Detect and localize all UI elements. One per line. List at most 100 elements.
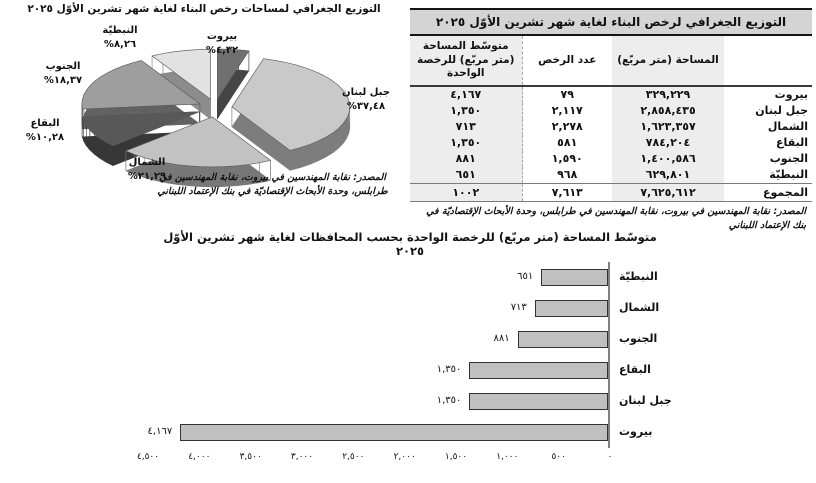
pie-chart-section: التوزيع الجغرافي لمساحات رخص البناء لغاي… <box>0 0 408 232</box>
pie-label-value: ١٠,٢٨% <box>25 131 65 143</box>
table-cell: ١,٤٠٠,٥٨٦ <box>612 150 724 167</box>
x-axis-tick-label: ٠ <box>607 451 613 462</box>
col-header-average: متوسّط المساحة (متر مربّع) للرخصة الواحد… <box>410 35 523 87</box>
table-cell: البقاع <box>776 136 808 150</box>
table-cell: ٩٦٨ <box>557 168 578 182</box>
pie-slice <box>81 60 201 110</box>
table-cell: الجنوب <box>769 152 808 166</box>
bar-track: ٦٥١ <box>130 261 610 293</box>
pie-slice <box>231 58 351 151</box>
x-axis-tick-label: ٣,٥٠٠ <box>239 451 262 462</box>
pie-source-note: المصدر: نقابة المهندسين في بيروت، نقابة … <box>157 172 388 197</box>
pie-chart-svg <box>81 48 351 188</box>
pie-label-bekaa: البقاع ١٠,٢٨% <box>5 117 85 144</box>
table-source-note: المصدر: نقابة المهندسين في بيروت، نقابة … <box>426 205 806 231</box>
table-cell: النبطيّة <box>769 168 808 182</box>
bar-track: ٨٨١ <box>130 323 610 355</box>
table-cell: ٥٨١ <box>557 136 578 150</box>
pie-label-value: ٨,٢٦% <box>103 38 137 50</box>
x-axis-tick-label: ٢,٠٠٠ <box>393 451 416 462</box>
permits-table: التوزيع الجغرافي لرخص البناء لغاية شهر ت… <box>410 8 812 202</box>
bar-row: ٨٨١ الجنوب <box>130 323 690 355</box>
total-label: المجموع <box>724 182 812 202</box>
table-cell: ١,٣٥٠ <box>410 134 523 151</box>
table-cell: ٣٢٩,٢٢٩ <box>612 85 724 103</box>
x-axis-tick-label: ١,٠٠٠ <box>496 451 519 462</box>
bar-value-label: ٦٥١ <box>517 270 534 282</box>
bar-chart-title-line1: متوسّط المساحة (متر مربّع) للرخصة الواحد… <box>163 230 657 244</box>
table-row: الشمال ١,٦٢٣,٣٥٧ ٢,٢٧٨ ٧١٣ <box>410 118 812 135</box>
table-cell: ٤,١٦٧ <box>410 85 523 103</box>
pie-slice <box>125 116 272 168</box>
bar <box>534 299 608 317</box>
table-cell: ١,٣٥٠ <box>410 102 523 119</box>
bar-track: ٧١٣ <box>130 292 610 324</box>
table-title: التوزيع الجغرافي لرخص البناء لغاية شهر ت… <box>410 8 812 36</box>
pie-label-south: الجنوب ١٨,٣٧% <box>23 60 103 87</box>
bar-value-label: ٤,١٦٧ <box>147 425 173 437</box>
total-permits: ٧,٦١٣ <box>522 182 612 202</box>
table-cell: ٢,٨٥٨,٤٣٥ <box>612 102 724 119</box>
bar-category-label: النبطيّة <box>619 269 658 283</box>
bar <box>517 330 608 348</box>
x-axis-tick-label: ٢,٥٠٠ <box>342 451 365 462</box>
bar-rows: ٦٥١ النبطيّة ٧١٣ الشمال ٨٨١ الجنوب ١,٣٥٠ البقاع… <box>130 261 690 448</box>
pie-slice <box>217 48 250 101</box>
bar-value-label: ١,٣٥٠ <box>436 394 462 406</box>
pie-label-value: ٢١,٢٩% <box>127 170 167 182</box>
bar-row: ١,٣٥٠ البقاع <box>130 354 690 386</box>
table-cell: ١,٥٩٠ <box>551 152 583 166</box>
col-header-permits: عدد الرخص <box>522 35 612 87</box>
bar-track: ٤,١٦٧ <box>130 416 610 448</box>
pie-chart-title: التوزيع الجغرافي لمساحات رخص البناء لغاي… <box>27 3 381 15</box>
table-cell: بيروت <box>774 88 808 102</box>
col-header-area: المساحة (متر مربّع) <box>612 35 724 87</box>
pie-label-name: الجنوب <box>45 61 81 72</box>
pie-label-name: جبل لبنان <box>342 87 390 98</box>
bar-value-label: ٨٨١ <box>493 332 510 344</box>
table-cell: ٢,٢٧٨ <box>551 120 583 134</box>
table-row: بيروت ٣٢٩,٢٢٩ ٧٩ ٤,١٦٧ <box>410 85 812 103</box>
x-axis-tick-label: ١,٥٠٠ <box>444 451 468 462</box>
table-title-row: التوزيع الجغرافي لرخص البناء لغاية شهر ت… <box>410 8 812 36</box>
table-row: الجنوب ١,٤٠٠,٥٨٦ ١,٥٩٠ ٨٨١ <box>410 150 812 167</box>
pie-label-value: ٤,٣٢% <box>205 44 239 56</box>
col-header-governorate <box>724 35 812 87</box>
pie-label-name: الشمال <box>128 157 166 168</box>
table-cell: ٧١٣ <box>410 118 523 135</box>
x-axis-tick-label: ٣,٠٠٠ <box>290 451 314 462</box>
bar-category-label: بيروت <box>619 424 653 438</box>
table-header-row: المساحة (متر مربّع) عدد الرخص متوسّط الم… <box>410 35 812 87</box>
bar-value-label: ١,٣٥٠ <box>436 363 462 375</box>
table-cell: ٧٩ <box>560 88 574 102</box>
pie-label-beirut: بيروت ٤,٣٢% <box>182 30 262 57</box>
table-total-row: المجموع ٧,٦٢٥,٦١٢ ٧,٦١٣ ١٠٠٢ <box>410 182 812 202</box>
bar-track: ١,٣٥٠ <box>130 385 610 417</box>
table-cell: ٢,١١٧ <box>551 104 583 118</box>
table-cell: الشمال <box>767 120 808 134</box>
total-average: ١٠٠٢ <box>410 182 523 202</box>
table-cell: ١,٦٢٣,٣٥٧ <box>612 118 724 135</box>
bar <box>469 361 608 379</box>
table-section: التوزيع الجغرافي لرخص البناء لغاية شهر ت… <box>410 8 812 232</box>
bar <box>541 268 608 286</box>
bar-row: ٧١٣ الشمال <box>130 292 690 324</box>
x-axis-tick-label: ٤,٥٠٠ <box>136 451 160 462</box>
table-cell: ٨٨١ <box>410 150 523 167</box>
pie-label-nabatieh: النبطيّة ٨,٢٦% <box>80 24 160 51</box>
bar-category-label: الجنوب <box>619 331 658 345</box>
x-axis-tick-label: ٤,٠٠٠ <box>188 451 211 462</box>
bar-chart-section: متوسّط المساحة (متر مربّع) للرخصة الواحد… <box>130 230 690 468</box>
bar-track: ١,٣٥٠ <box>130 354 610 386</box>
pie-label-name: النبطيّة <box>102 25 138 36</box>
bar <box>180 423 608 441</box>
table-body: بيروت ٣٢٩,٢٢٩ ٧٩ ٤,١٦٧ جبل لبنان ٢,٨٥٨,٤٣٥ ٢,١… <box>410 85 812 184</box>
bar-chart-title-line2: ٢٠٢٥ <box>395 244 425 259</box>
table-cell: ٦٥١ <box>410 166 523 184</box>
table-row: جبل لبنان ٢,٨٥٨,٤٣٥ ٢,١١٧ ١,٣٥٠ <box>410 102 812 119</box>
pie-slice <box>81 111 200 147</box>
total-area: ٧,٦٢٥,٦١٢ <box>612 182 724 202</box>
pie-slice <box>151 48 211 100</box>
pie-label-value: ١٨,٣٧% <box>43 74 83 86</box>
